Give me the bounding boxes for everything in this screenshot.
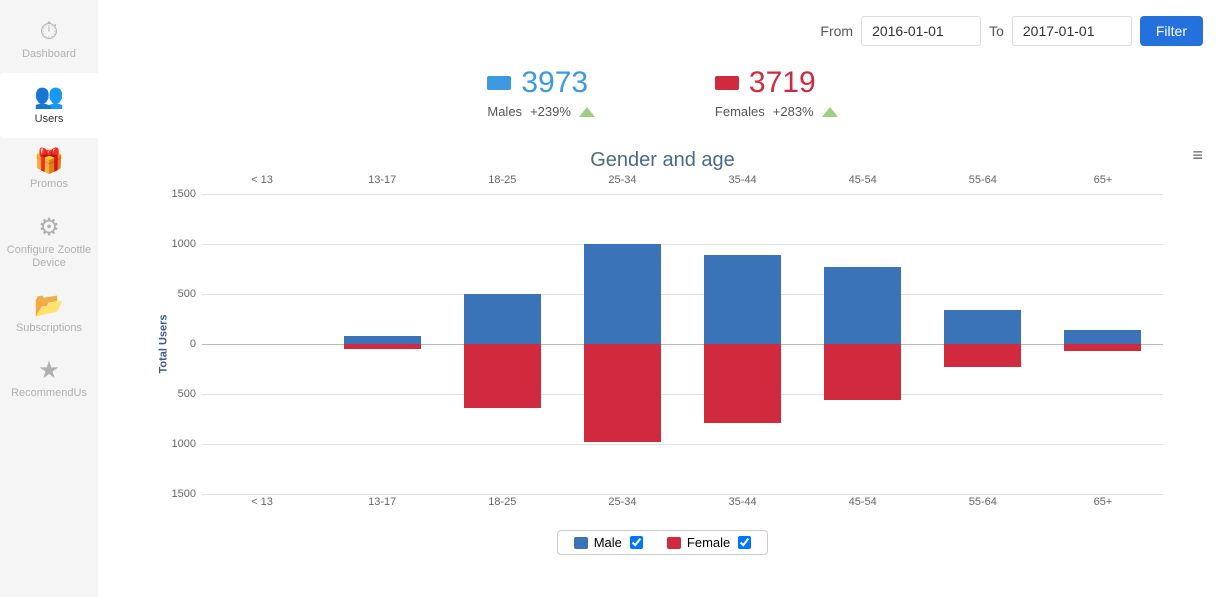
gear-icon: ⚙	[4, 216, 94, 240]
y-tick-label: 1000	[162, 438, 196, 450]
sidebar-item-label: Users	[4, 113, 94, 126]
y-tick-label: 500	[162, 388, 196, 400]
sidebar-item-dashboard[interactable]: ⏱ Dashboard	[0, 8, 98, 73]
sidebar-item-label: Dashboard	[4, 48, 94, 61]
x-tick-label: < 13	[251, 174, 273, 186]
folder-icon: 📂	[4, 294, 94, 318]
stat-females-value: 3719	[749, 66, 816, 100]
x-tick-label: 35-44	[728, 174, 756, 186]
up-trend-icon	[822, 107, 838, 117]
star-icon: ★	[4, 359, 94, 383]
x-tick-label: 55-64	[969, 496, 997, 508]
sidebar: ⏱ Dashboard 👥 Users 🎁 Promos ⚙ Configure…	[0, 0, 98, 597]
chart-menu-icon[interactable]: ≡	[1192, 145, 1203, 166]
x-tick-label: 25-34	[608, 174, 636, 186]
bar-male	[824, 267, 901, 344]
sidebar-item-label: Promos	[4, 178, 94, 191]
bar-male	[704, 255, 781, 344]
bar-female	[464, 344, 541, 408]
stat-males-label: Males	[487, 104, 522, 119]
y-tick-label: 500	[162, 288, 196, 300]
dashboard-icon: ⏱	[4, 20, 94, 44]
x-tick-label: 13-17	[368, 496, 396, 508]
stat-females-delta: +283%	[773, 104, 814, 119]
x-axis-top: < 13 13-17 18-25 25-34 35-44 45-54 55-64 65+	[202, 174, 1163, 188]
bar-female	[824, 344, 901, 400]
stat-females-label: Females	[715, 104, 765, 119]
legend-male-checkbox[interactable]	[630, 536, 643, 549]
stat-males-value: 3973	[521, 66, 588, 100]
x-tick-label: 25-34	[608, 496, 636, 508]
chart-legend: Male Female	[557, 530, 769, 555]
plot-area: Total Users 15001000500050010001500	[202, 194, 1163, 494]
chart-container: Gender and age ≡ < 1313-1718-2525-3435-4…	[122, 149, 1203, 589]
filter-bar: From To Filter	[122, 16, 1203, 46]
bar-female	[704, 344, 781, 423]
grid-line	[202, 494, 1163, 495]
users-icon: 👥	[4, 85, 94, 109]
from-label: From	[820, 23, 853, 39]
grid-line	[202, 394, 1163, 395]
x-tick-label: 55-64	[969, 174, 997, 186]
bar-female	[344, 344, 421, 349]
bar-male	[1064, 330, 1141, 344]
legend-swatch-icon	[667, 537, 681, 549]
x-tick-label: 45-54	[849, 496, 877, 508]
gift-icon: 🎁	[4, 150, 94, 174]
x-tick-label: 65+	[1094, 496, 1113, 508]
y-tick-label: 1500	[162, 488, 196, 500]
grid-line	[202, 444, 1163, 445]
bar-male	[464, 294, 541, 344]
main-content: From To Filter 3973 Males +239% 3719 Fem…	[98, 0, 1227, 597]
bar-female	[584, 344, 661, 442]
x-tick-label: 18-25	[488, 174, 516, 186]
filter-button[interactable]: Filter	[1140, 16, 1203, 46]
stat-males: 3973 Males +239%	[487, 66, 595, 119]
female-swatch-icon	[715, 76, 739, 90]
stats-row: 3973 Males +239% 3719 Females +283%	[122, 66, 1203, 119]
sidebar-item-configure[interactable]: ⚙ Configure Zoottle Device	[0, 204, 98, 282]
x-tick-label: 35-44	[728, 496, 756, 508]
grid-line	[202, 244, 1163, 245]
x-tick-label: 18-25	[488, 496, 516, 508]
y-tick-label: 0	[162, 338, 196, 350]
x-tick-label: 45-54	[849, 174, 877, 186]
date-from-input[interactable]	[861, 16, 981, 46]
x-tick-label: 13-17	[368, 174, 396, 186]
sidebar-item-recommendus[interactable]: ★ RecommendUs	[0, 347, 98, 412]
bar-male	[344, 336, 421, 344]
bar-male	[584, 244, 661, 344]
grid-line	[202, 194, 1163, 195]
up-trend-icon	[579, 107, 595, 117]
x-axis-bottom: < 13 13-17 18-25 25-34 35-44 45-54 55-64 65+	[202, 496, 1163, 510]
grid-line	[202, 294, 1163, 295]
bar-female	[944, 344, 1021, 367]
y-tick-label: 1500	[162, 188, 196, 200]
date-to-input[interactable]	[1012, 16, 1132, 46]
chart-title: Gender and age	[122, 149, 1203, 172]
sidebar-item-label: Configure Zoottle Device	[4, 244, 94, 270]
legend-swatch-icon	[574, 537, 588, 549]
legend-label: Female	[687, 535, 730, 550]
legend-item-female[interactable]: Female	[667, 535, 751, 550]
male-swatch-icon	[487, 76, 511, 90]
y-tick-label: 1000	[162, 238, 196, 250]
x-tick-label: 65+	[1094, 174, 1113, 186]
stat-males-delta: +239%	[530, 104, 571, 119]
bar-female	[1064, 344, 1141, 351]
legend-label: Male	[594, 535, 622, 550]
sidebar-item-users[interactable]: 👥 Users	[0, 73, 98, 138]
sidebar-item-label: RecommendUs	[4, 387, 94, 400]
bar-male	[944, 310, 1021, 344]
sidebar-item-promos[interactable]: 🎁 Promos	[0, 138, 98, 203]
sidebar-item-label: Subscriptions	[4, 322, 94, 335]
to-label: To	[989, 23, 1004, 39]
sidebar-item-subscriptions[interactable]: 📂 Subscriptions	[0, 282, 98, 347]
legend-item-male[interactable]: Male	[574, 535, 643, 550]
legend-female-checkbox[interactable]	[738, 536, 751, 549]
stat-females: 3719 Females +283%	[715, 66, 838, 119]
x-tick-label: < 13	[251, 496, 273, 508]
